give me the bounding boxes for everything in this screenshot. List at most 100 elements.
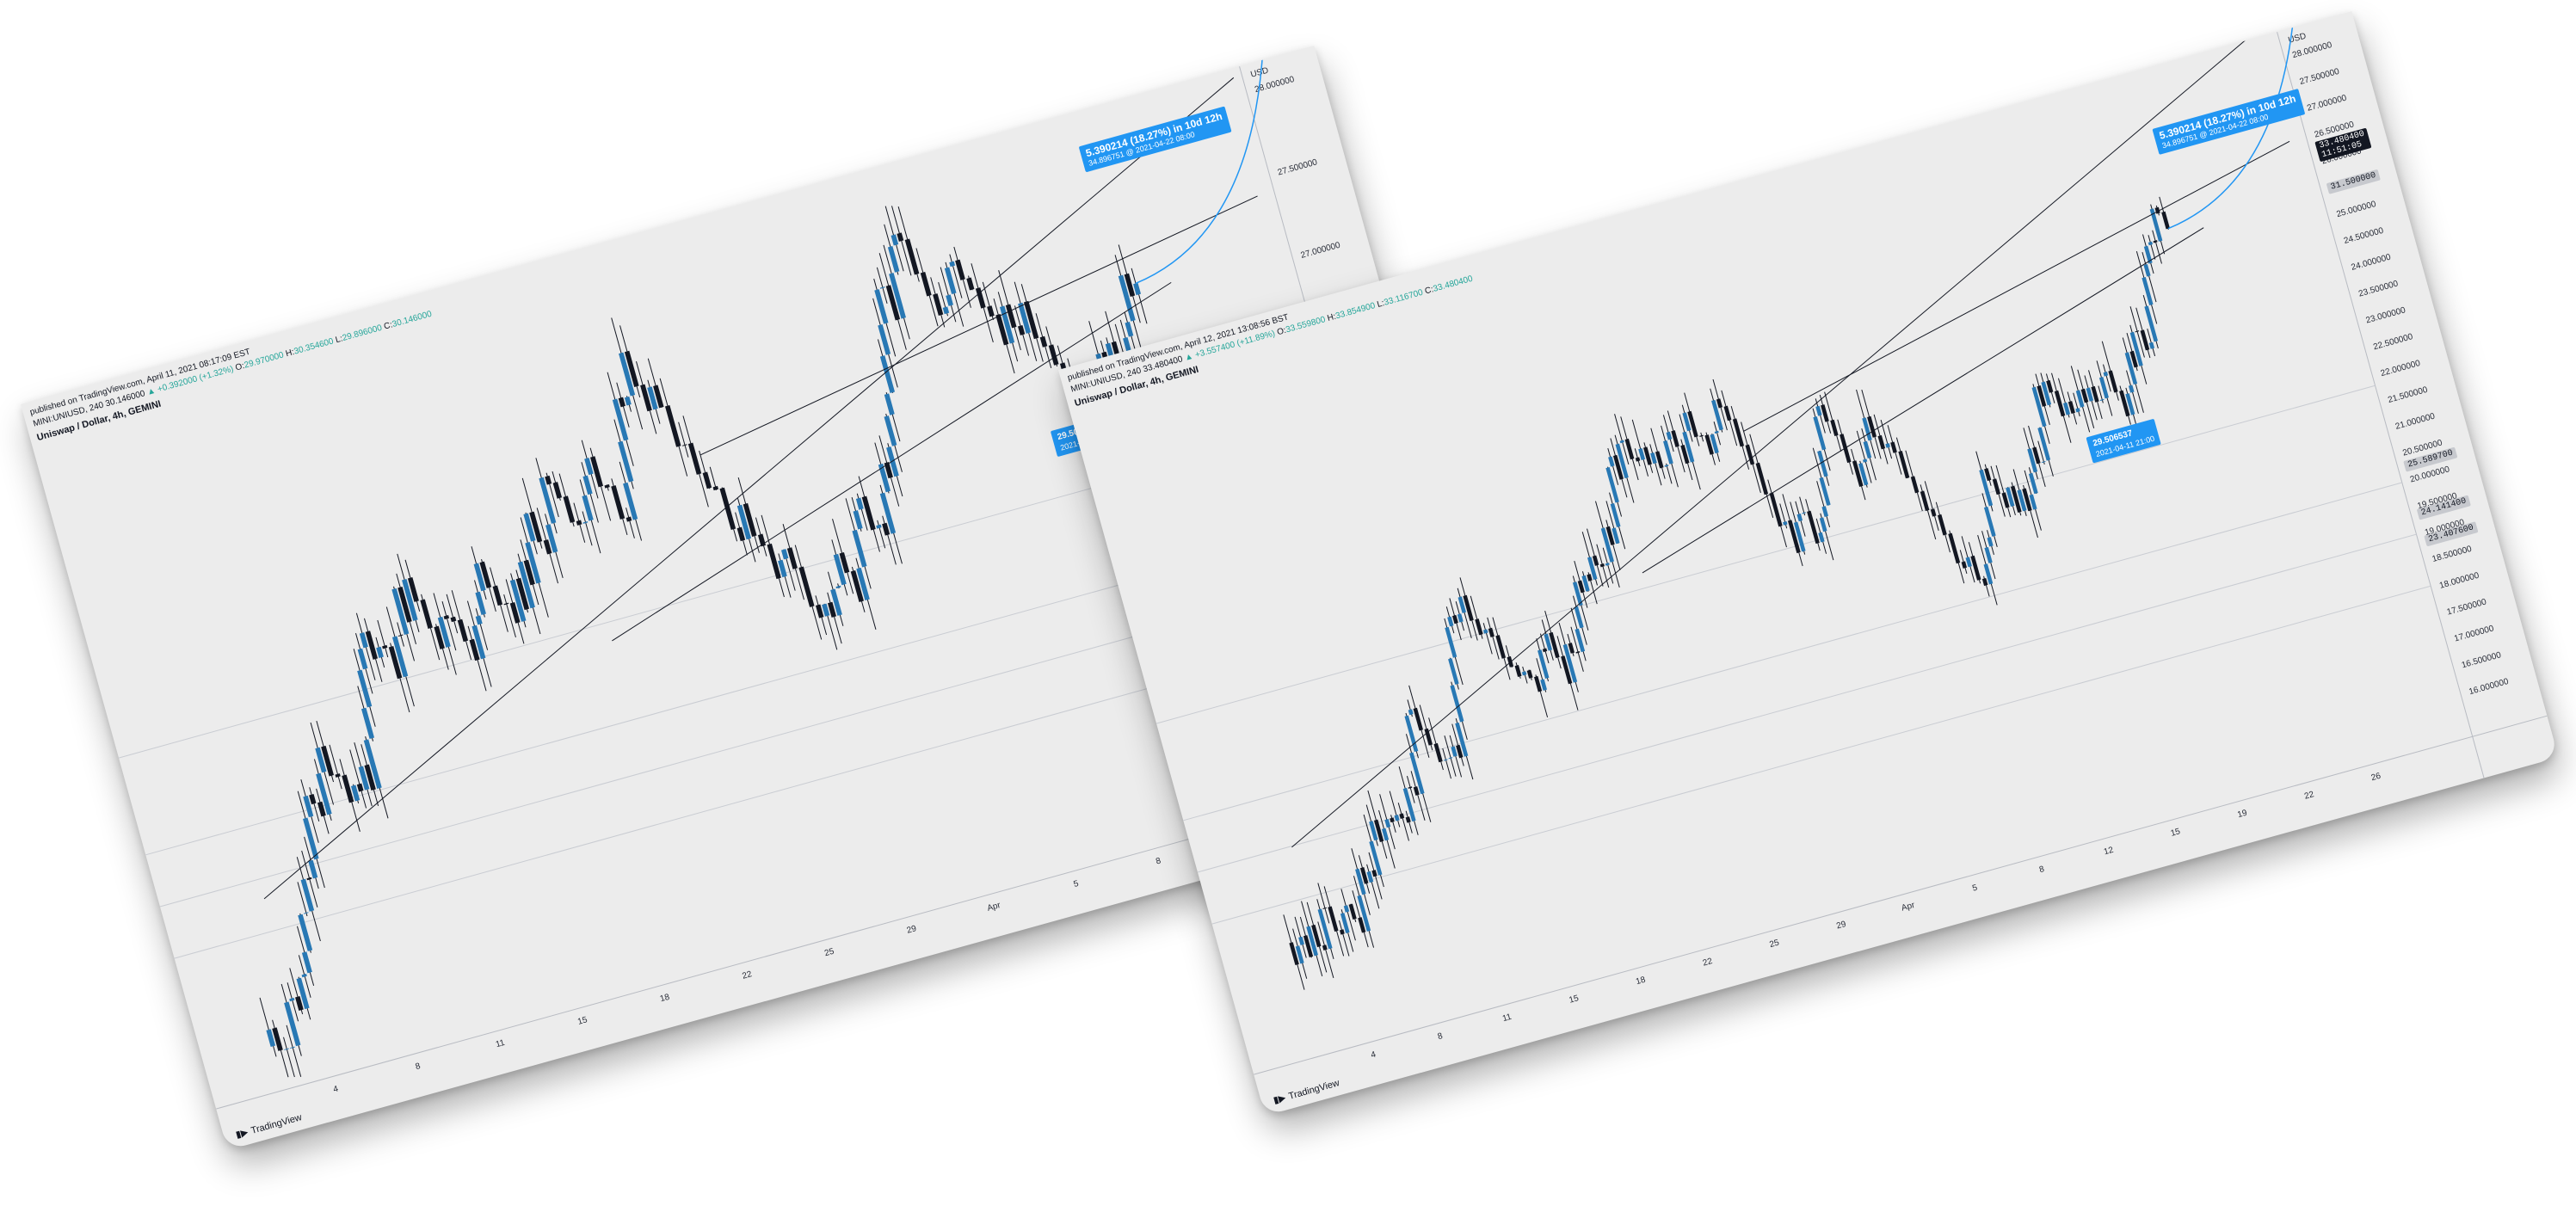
price-tick-label: 18.500000 (2431, 545, 2474, 564)
candle-body (891, 234, 899, 246)
candle-body (681, 444, 687, 446)
candle-wick (283, 1037, 295, 1078)
candle-wick (1815, 398, 1826, 434)
support-line[interactable] (1156, 385, 2376, 724)
candle-body (1612, 527, 1620, 545)
candle-body (1514, 664, 1522, 677)
candle-body (1643, 446, 1652, 465)
candle-body (1655, 451, 1664, 469)
candle-body (289, 997, 295, 1002)
candle-body (469, 638, 480, 661)
candle-body (1711, 399, 1723, 431)
candle-body (2032, 446, 2041, 465)
candle-body (822, 603, 830, 617)
ascending-trendline[interactable] (1593, 227, 2252, 574)
candle-wick (1390, 815, 1396, 833)
candle-body (303, 912, 309, 914)
candle-wick (1389, 791, 1401, 828)
candle-body (1017, 324, 1026, 335)
candle-body (1456, 744, 1464, 759)
candle-body (1714, 430, 1719, 434)
candle-body (1898, 450, 1910, 479)
candles (259, 206, 1148, 1078)
time-tick-label: 4 (1370, 1049, 1377, 1060)
candle-body (1577, 580, 1585, 594)
candle-body (2041, 381, 2052, 406)
candle-body (619, 352, 636, 397)
candle-wick (1607, 447, 1619, 485)
candle-body (884, 415, 897, 446)
candle-wick (1799, 496, 1806, 516)
candle-body (1572, 581, 1583, 606)
candle-body (2075, 408, 2080, 413)
candle-body (861, 495, 876, 531)
range-top-line[interactable] (1708, 140, 2325, 432)
candle-body (1965, 557, 1972, 568)
channel-upper-line[interactable] (1149, 22, 2409, 848)
candle-wick (1338, 920, 1350, 957)
projection-curve[interactable] (1074, 46, 1327, 285)
candle-body (365, 631, 379, 660)
support-line[interactable] (1211, 585, 2431, 925)
candle-body (1710, 434, 1719, 454)
candle-body (743, 502, 757, 537)
candle-wick (1449, 735, 1463, 778)
candle-body (1369, 821, 1378, 841)
candle-body (391, 636, 409, 678)
support-line[interactable] (1197, 533, 2417, 873)
candle-body (2006, 487, 2015, 508)
candle-body (1298, 936, 1304, 945)
candle-body (2135, 330, 2140, 333)
candle-body (1039, 335, 1048, 348)
candle-body (933, 293, 944, 316)
candle-body (1600, 527, 1614, 563)
candle-wick (441, 601, 457, 651)
candle-body (1373, 819, 1384, 842)
candle-body (1821, 404, 1829, 422)
candle-body (995, 313, 1009, 346)
candle-body (1348, 903, 1357, 920)
channel-upper-line[interactable] (122, 77, 1376, 900)
candle-body (363, 739, 382, 790)
candle-body (1018, 302, 1032, 334)
candle-body (647, 386, 658, 410)
candle-body (315, 747, 327, 773)
candle-body (1817, 450, 1828, 477)
candle-body (1390, 817, 1395, 823)
candle-body (1745, 444, 1755, 465)
time-tick-label: 12 (2103, 846, 2115, 858)
candle-body (1048, 344, 1059, 366)
candle-body (856, 567, 870, 601)
time-tick-label: 22 (2303, 790, 2315, 802)
time-tick-label: 26 (2370, 772, 2382, 784)
candle-wick (1649, 444, 1662, 486)
candle-body (1858, 463, 1869, 486)
candle-wick (1816, 481, 1831, 528)
candle-body (897, 232, 904, 242)
candle-body (830, 588, 842, 616)
candle-body (1448, 658, 1459, 685)
candle-body (1984, 468, 1992, 482)
projection-curve[interactable] (2106, 11, 2359, 230)
candle-body (1445, 626, 1457, 658)
candle-wick (397, 622, 404, 647)
support-line[interactable] (1183, 482, 2402, 821)
candle-body (1495, 635, 1507, 659)
candle-body (420, 599, 433, 629)
candle-wick (377, 619, 389, 658)
candle-wick (1340, 889, 1356, 941)
candle-body (1704, 434, 1714, 455)
candle-body (618, 397, 626, 408)
candle-body (391, 588, 410, 635)
ascending-trendline[interactable] (560, 281, 1224, 642)
candle-body (855, 497, 864, 510)
price-tick-label: 16.000000 (2468, 677, 2510, 697)
range-top-line[interactable] (674, 195, 1285, 456)
candle-wick (678, 421, 689, 458)
candle-body (1451, 614, 1458, 625)
candle-body (382, 644, 388, 649)
candle-body (2010, 485, 2022, 513)
candle-wick (503, 594, 516, 637)
candle-body (1755, 462, 1769, 495)
candle-body (1457, 596, 1467, 613)
